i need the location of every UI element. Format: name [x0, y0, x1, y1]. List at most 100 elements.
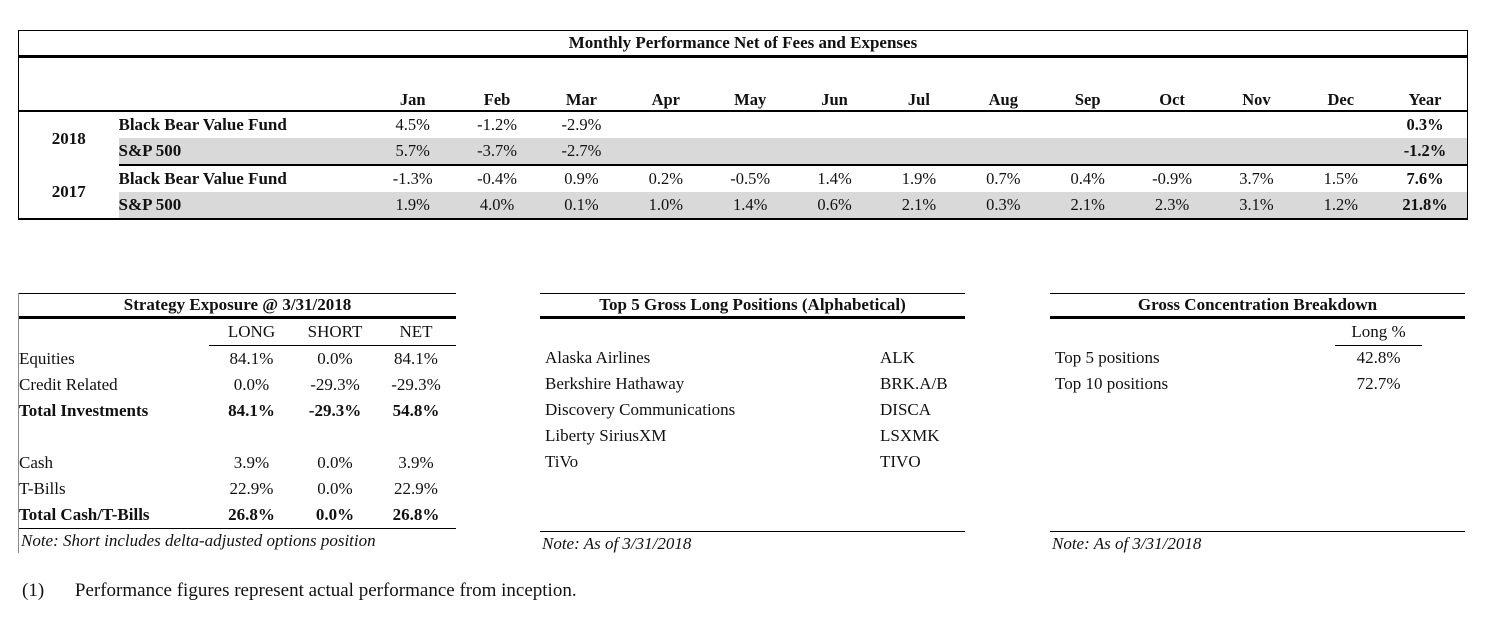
- year-total: -1.2%: [1383, 138, 1468, 166]
- table-row: Top 5 positions 42.8%: [1050, 345, 1465, 371]
- cell-value: 54.8%: [392, 401, 440, 420]
- col-header-oct: Oct: [1129, 86, 1215, 112]
- cell-value: [1129, 138, 1215, 166]
- cell-value: [1214, 138, 1299, 166]
- cell-value: 72.7%: [1356, 374, 1401, 393]
- table-row: 2017 Black Bear Value Fund -1.3% -0.4% 0…: [19, 165, 1468, 201]
- cell-value: -0.9%: [1152, 169, 1192, 188]
- year-total: 0.3%: [1406, 115, 1444, 134]
- year-total: 7.6%: [1406, 169, 1444, 188]
- col-header-apr: Apr: [623, 86, 708, 112]
- position-ticker: TIVO: [880, 452, 921, 471]
- cell-value: 3.1%: [1214, 192, 1299, 219]
- cell-value: 4.5%: [395, 115, 430, 134]
- table-row: S&P 500 5.7% -3.7% -2.7% -1.2%: [19, 138, 1468, 166]
- cell-value: -1.2%: [477, 115, 517, 134]
- cell-value: 2.3%: [1129, 192, 1215, 219]
- cell-value: 0.4%: [1070, 169, 1105, 188]
- strategy-exposure-title: Strategy Exposure @ 3/31/2018: [19, 293, 456, 319]
- row-label: Total Cash/T-Bills: [19, 505, 150, 524]
- cell-value: 3.9%: [233, 453, 270, 472]
- col-header-year: Year: [1383, 86, 1468, 112]
- concentration-note: Note: As of 3/31/2018: [1050, 531, 1465, 556]
- position-ticker: LSXMK: [880, 426, 940, 445]
- cell-value: 84.1%: [394, 349, 438, 368]
- cell-value: -0.5%: [730, 169, 771, 188]
- col-header-sep: Sep: [1045, 86, 1130, 112]
- cell-value: 42.8%: [1356, 348, 1401, 367]
- cell-value: 84.1%: [229, 349, 274, 368]
- col-header-may: May: [708, 86, 793, 112]
- cell-value: -1.3%: [392, 169, 433, 188]
- cell-value: [876, 138, 962, 166]
- year-label-2017: 2017: [51, 181, 86, 201]
- year-label-2018: 2018: [51, 128, 86, 148]
- concentration-panel: Gross Concentration Breakdown Long % Top…: [1050, 293, 1465, 556]
- table-title: Monthly Performance Net of Fees and Expe…: [18, 30, 1468, 58]
- cell-value: 1.2%: [1298, 192, 1383, 219]
- strategy-exposure-panel: Strategy Exposure @ 3/31/2018 LONG SHORT…: [18, 293, 456, 553]
- cell-value: 4.0%: [454, 192, 540, 219]
- table-row: Top 10 positions 72.7%: [1050, 371, 1465, 397]
- cell-value: [1045, 138, 1130, 166]
- top-positions-title: Top 5 Gross Long Positions (Alphabetical…: [540, 293, 965, 319]
- list-item: Berkshire Hathaway BRK.A/B: [540, 371, 965, 397]
- spacer-row: [19, 57, 1468, 87]
- col-header-aug: Aug: [961, 86, 1046, 112]
- position-ticker: DISCA: [880, 400, 932, 419]
- position-ticker: BRK.A/B: [880, 374, 948, 393]
- cell-value: [1130, 111, 1214, 138]
- row-label: T-Bills: [19, 479, 66, 498]
- blank-row: [19, 424, 456, 450]
- strategy-header-row: LONG SHORT NET: [19, 319, 456, 346]
- cell-value: 1.5%: [1323, 169, 1358, 188]
- table-row: T-Bills 22.9% 0.0% 22.9%: [19, 476, 456, 502]
- table-title-row: Monthly Performance Net of Fees and Expe…: [18, 30, 1468, 58]
- series-label: S&P 500: [118, 192, 371, 219]
- cell-value: 2.1%: [876, 192, 962, 219]
- cell-value: 0.3%: [961, 192, 1046, 219]
- monthly-performance-table: Monthly Performance Net of Fees and Expe…: [18, 30, 1468, 220]
- cell-value: 0.2%: [648, 169, 683, 188]
- col-header-jun: Jun: [792, 86, 877, 112]
- row-label: Equities: [19, 348, 75, 368]
- row-label: Credit Related: [19, 375, 118, 394]
- concentration-title: Gross Concentration Breakdown: [1050, 293, 1465, 319]
- position-name: Berkshire Hathaway: [545, 374, 685, 393]
- cell-value: 84.1%: [228, 401, 275, 420]
- footnote-marker: (1): [22, 580, 45, 601]
- cell-value: [1046, 111, 1130, 138]
- cell-value: -29.3%: [308, 401, 362, 420]
- list-item: Discovery Communications DISCA: [540, 397, 965, 423]
- cell-value: 0.0%: [317, 479, 353, 498]
- col-header-net: NET: [376, 319, 456, 346]
- table-row-total-cash: Total Cash/T-Bills 26.8% 0.0% 26.8%: [19, 502, 456, 528]
- position-name: Alaska Airlines: [545, 348, 651, 367]
- cell-value: [708, 111, 792, 138]
- col-header-long: LONG: [209, 319, 294, 346]
- cell-value: [961, 111, 1045, 138]
- table-row: Cash 3.9% 0.0% 3.9%: [19, 450, 456, 476]
- position-name: Discovery Communications: [545, 400, 736, 419]
- cell-value: 0.0%: [317, 453, 353, 472]
- position-ticker: ALK: [880, 348, 915, 367]
- table-row: Credit Related 0.0% -29.3% -29.3%: [19, 372, 456, 398]
- cell-value: [961, 138, 1046, 166]
- strategy-exposure-note: Note: Short includes delta-adjusted opti…: [19, 528, 456, 553]
- cell-value: [792, 138, 877, 166]
- cell-value: 0.1%: [539, 192, 624, 219]
- col-header-jul: Jul: [876, 86, 962, 112]
- cell-value: 1.0%: [623, 192, 708, 219]
- cell-value: 1.4%: [817, 169, 852, 188]
- cell-value: 26.8%: [228, 505, 275, 524]
- cell-value: 0.9%: [564, 169, 599, 188]
- col-header-long-pct: Long %: [1335, 319, 1422, 346]
- cell-value: 1.9%: [370, 192, 455, 219]
- col-header-dec: Dec: [1298, 86, 1383, 112]
- list-item: Liberty SiriusXM LSXMK: [540, 423, 965, 449]
- cell-value: -3.7%: [454, 138, 540, 166]
- cell-value: 0.0%: [315, 505, 355, 524]
- series-label: S&P 500: [118, 138, 371, 166]
- cell-value: 0.6%: [792, 192, 877, 219]
- strategy-exposure-table: LONG SHORT NET Equities 84.1% 0.0% 84.1%…: [19, 319, 456, 528]
